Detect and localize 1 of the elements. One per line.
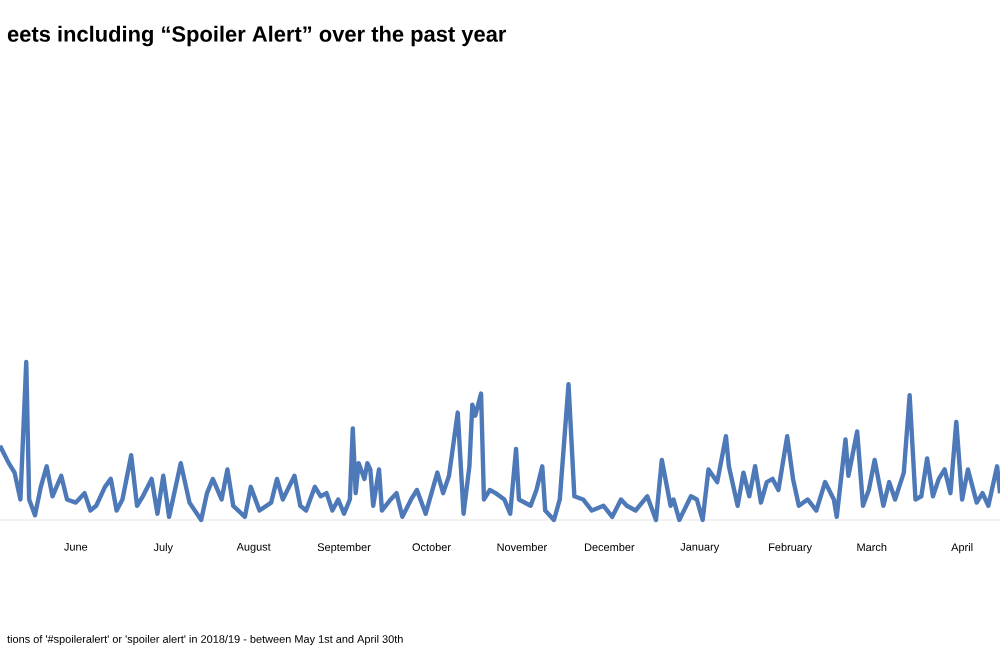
chart-title: eets including “Spoiler Alert” over the past year	[7, 25, 507, 47]
